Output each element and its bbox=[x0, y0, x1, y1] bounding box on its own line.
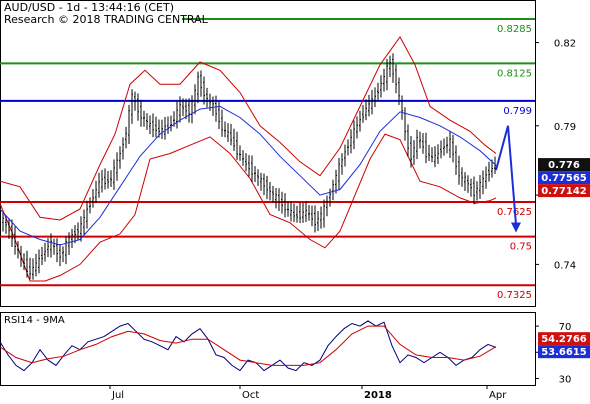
moving-average-layer bbox=[0, 105, 497, 246]
rsi-badge-0: 54.2766 bbox=[541, 334, 587, 345]
rsi-axis-label-2: 70 bbox=[559, 322, 572, 333]
forecast-arrow-layer bbox=[495, 125, 521, 233]
rsi-axis-label-0: 30 bbox=[559, 374, 572, 385]
time-axis-label-1: Oct bbox=[242, 390, 259, 400]
price-axis-label-2: 0.79 bbox=[554, 122, 576, 133]
axes-layer: 0.74 0.79 0.82 Jul Oct 2018 Apr bbox=[109, 39, 576, 401]
badges-layer: 0.776 0.77565 0.77142 54.2766 53.6615 bbox=[538, 158, 590, 359]
chart-header-line1: AUD/USD - 1d - 13:44:16 (CET) bbox=[4, 1, 174, 14]
price-axis-label-0: 0.74 bbox=[554, 260, 576, 271]
price-axis-label-3: 0.82 bbox=[554, 39, 576, 50]
level-label-0: 0.8285 bbox=[497, 24, 532, 35]
forecast-arrow-head bbox=[511, 222, 521, 233]
bollinger-lower-band bbox=[0, 133, 497, 282]
moving-average-line bbox=[0, 105, 497, 246]
price-badge-bg-1 bbox=[538, 171, 590, 185]
price-badge-2: 0.77142 bbox=[541, 186, 587, 197]
level-label-1: 0.8125 bbox=[497, 68, 532, 79]
rsi-badge-bg-1 bbox=[538, 345, 590, 359]
price-badge-bg-0 bbox=[538, 158, 590, 172]
time-axis-label-3: Apr bbox=[489, 390, 507, 400]
rsi-badge-1: 53.6615 bbox=[541, 347, 587, 358]
price-panel-frame bbox=[0, 0, 536, 307]
chart-header-line2: Research © 2018 TRADING CENTRAL bbox=[4, 13, 209, 26]
rsi-panel-title: RSI14 - 9MA bbox=[4, 315, 65, 326]
price-badge-1: 0.77565 bbox=[541, 173, 587, 184]
time-axis-label-2: 2018 bbox=[364, 390, 392, 400]
bollinger-bands-layer bbox=[0, 36, 497, 282]
level-label-2: 0.799 bbox=[503, 106, 532, 117]
level-label-5: 0.7325 bbox=[497, 290, 532, 301]
candles-layer bbox=[2, 53, 496, 280]
rsi-panel-frame bbox=[0, 312, 536, 386]
price-badge-bg-2 bbox=[538, 184, 590, 198]
rsi-series-0 bbox=[0, 320, 497, 372]
price-badge-0: 0.776 bbox=[548, 160, 580, 171]
level-label-4: 0.75 bbox=[510, 242, 532, 253]
rsi-badge-bg-0 bbox=[538, 332, 590, 346]
time-axis-label-0: Jul bbox=[111, 390, 124, 400]
forecast-arrow-shaft bbox=[495, 125, 517, 225]
rsi-series-1 bbox=[0, 325, 497, 366]
bollinger-upper-band bbox=[0, 36, 497, 221]
